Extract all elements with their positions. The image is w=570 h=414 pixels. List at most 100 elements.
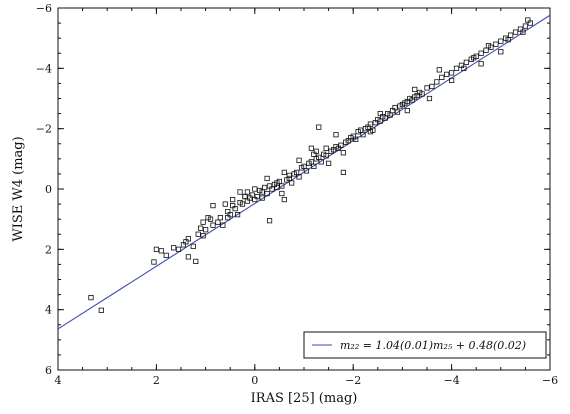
data-point	[323, 153, 329, 159]
data-point	[207, 216, 214, 222]
data-point	[259, 195, 265, 201]
data-point	[153, 246, 159, 252]
data-point	[175, 246, 182, 252]
data-point	[264, 175, 270, 182]
data-point	[193, 258, 199, 265]
data-point	[198, 225, 204, 231]
data-point	[158, 248, 164, 254]
data-point	[522, 23, 529, 29]
data-point	[252, 186, 258, 192]
data-point	[281, 169, 287, 176]
data-point	[262, 184, 268, 191]
y-tick-label: −6	[36, 2, 52, 15]
data-point	[333, 132, 339, 138]
data-point	[222, 201, 228, 207]
data-point	[185, 236, 191, 242]
data-point	[444, 71, 450, 77]
data-point	[217, 215, 223, 221]
data-point	[485, 43, 492, 49]
data-point	[281, 196, 287, 203]
y-tick-label: −2	[36, 123, 52, 136]
data-point	[498, 49, 504, 55]
data-point	[360, 132, 366, 138]
data-point	[254, 193, 260, 200]
data-point	[266, 218, 273, 224]
data-point	[200, 233, 206, 239]
y-tick-label: 6	[45, 364, 52, 377]
data-point	[323, 145, 329, 151]
data-point	[308, 145, 314, 151]
y-tick-label: 4	[45, 304, 52, 317]
data-point	[508, 32, 514, 38]
data-point	[274, 180, 280, 186]
data-point	[367, 121, 374, 127]
data-point	[296, 157, 302, 163]
y-tick-label: 0	[45, 183, 52, 196]
x-tick-label: −4	[443, 374, 459, 387]
legend-box	[303, 331, 547, 359]
data-point	[200, 219, 206, 225]
data-point	[367, 129, 374, 135]
data-point	[377, 110, 383, 117]
data-point	[234, 212, 241, 218]
data-point	[340, 169, 346, 176]
data-point	[493, 41, 499, 47]
data-point	[498, 38, 504, 44]
data-point	[525, 17, 531, 23]
data-point	[296, 174, 302, 180]
x-tick-label: 2	[153, 374, 160, 387]
data-point	[311, 151, 317, 157]
data-point	[394, 109, 401, 115]
data-point	[279, 190, 285, 197]
data-point	[325, 160, 332, 166]
data-point	[289, 180, 295, 186]
data-point	[202, 227, 209, 233]
data-point	[237, 189, 243, 195]
data-point	[338, 142, 344, 148]
data-point	[448, 70, 455, 76]
data-point	[478, 61, 484, 67]
data-point	[190, 243, 196, 249]
data-point	[340, 150, 346, 156]
x-tick-label: 0	[251, 374, 258, 387]
data-point	[215, 219, 221, 225]
legend-text: m₂₂ = 1.04(0.01)m₂₅ + 0.48(0.02)	[340, 339, 526, 352]
data-point	[453, 65, 460, 71]
data-point	[220, 222, 226, 228]
data-point	[163, 252, 169, 258]
data-point	[404, 107, 410, 114]
x-tick-label: −6	[542, 374, 558, 387]
data-point	[195, 231, 201, 237]
data-point	[264, 190, 270, 197]
data-point	[478, 50, 484, 56]
data-point	[259, 189, 265, 195]
data-point	[98, 307, 104, 313]
data-point	[412, 86, 418, 93]
data-point	[232, 206, 238, 212]
y-axis-label: WISE W4 (mag)	[11, 136, 26, 241]
data-point	[185, 254, 191, 260]
data-point	[171, 245, 177, 251]
data-point	[242, 193, 248, 200]
data-point	[311, 163, 317, 169]
data-point	[230, 196, 236, 203]
data-point	[520, 29, 526, 35]
data-point	[463, 59, 469, 65]
data-point	[266, 183, 273, 189]
y-tick-label: −4	[36, 62, 52, 75]
x-axis-label: IRAS [25] (mag)	[251, 391, 358, 406]
data-point	[448, 77, 455, 83]
x-tick-label: −2	[345, 374, 361, 387]
data-point	[225, 215, 231, 221]
data-point	[316, 124, 322, 130]
data-point	[151, 259, 157, 265]
y-tick-label: 2	[45, 243, 52, 256]
data-point	[318, 159, 324, 165]
data-point	[286, 172, 292, 179]
data-point	[439, 74, 445, 80]
data-point	[279, 183, 285, 189]
data-point	[210, 222, 216, 228]
data-point	[210, 202, 216, 209]
x-tick-label: 4	[55, 374, 62, 387]
